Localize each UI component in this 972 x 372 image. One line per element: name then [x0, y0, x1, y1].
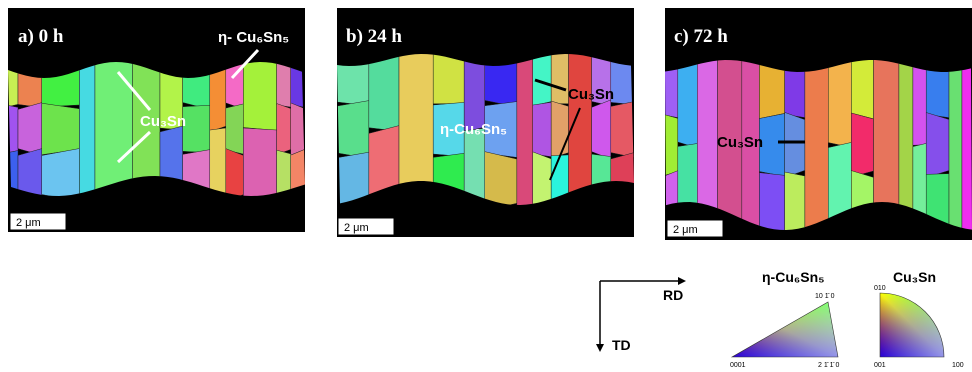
grain — [42, 103, 80, 155]
grain — [678, 55, 698, 148]
grain — [759, 114, 784, 177]
axis-label: RD — [663, 287, 683, 303]
panel-label: b) 24 h — [346, 26, 402, 47]
annotation: Cu₃Sn — [568, 86, 614, 103]
grain — [18, 103, 42, 156]
grain — [226, 104, 244, 154]
grain — [851, 55, 873, 119]
grain — [805, 55, 828, 235]
axis-label: TD — [612, 337, 631, 353]
arrow-head — [678, 277, 686, 285]
grain — [95, 59, 133, 199]
ipf-corner: 2 1̄ 1̄ 0 — [818, 362, 840, 369]
grain — [277, 104, 291, 155]
grain — [661, 114, 678, 177]
annotation: η- Cu₆Sn₅ — [218, 29, 289, 46]
legend-title: η-Cu₆Sn₅ — [762, 269, 825, 285]
grain — [243, 58, 276, 130]
grain — [913, 58, 926, 146]
grain — [533, 102, 551, 156]
annotation: η-Cu₆Sn₅ — [440, 121, 507, 138]
ipf-corner: 0001 — [730, 362, 746, 369]
figure: a) 0 h b) 24 h c) 72 h η- Cu₆Sn₅ Cu₃Sn η… — [0, 0, 972, 372]
annotation: Cu₃Sn — [717, 134, 763, 151]
grain — [42, 149, 80, 202]
grain — [926, 113, 949, 178]
panel-label: c) 72 h — [674, 26, 728, 47]
ipf-shade — [880, 293, 944, 357]
grain — [551, 101, 568, 158]
panel-label: a) 0 h — [18, 26, 64, 47]
ipf-corner: 001 — [874, 362, 886, 369]
legend-title: Cu₃Sn — [893, 269, 936, 285]
annotation: Cu₃Sn — [140, 113, 186, 130]
grain — [79, 60, 95, 199]
scale-bar-label: 2 μm — [673, 224, 698, 236]
grain — [183, 105, 210, 152]
grain — [785, 172, 805, 234]
ipf-corner: 100 — [952, 362, 964, 369]
grain — [759, 173, 784, 234]
grain — [243, 128, 276, 199]
ipf-corner: 10 1̄ 0 — [815, 293, 835, 300]
ipf-shade — [732, 302, 838, 357]
grain — [4, 105, 18, 154]
grain — [949, 57, 962, 233]
grain — [592, 100, 611, 159]
grain — [210, 128, 226, 199]
scale-bar-label: 2 μm — [16, 217, 41, 229]
grain — [828, 56, 851, 148]
grain — [551, 52, 568, 104]
ipf-corner: 010 — [874, 285, 886, 292]
arrow-head — [596, 344, 604, 352]
grain — [851, 113, 873, 177]
grain — [962, 54, 972, 236]
grain — [785, 112, 805, 177]
grain — [517, 51, 533, 208]
scale-bar-label: 2 μm — [344, 222, 369, 234]
